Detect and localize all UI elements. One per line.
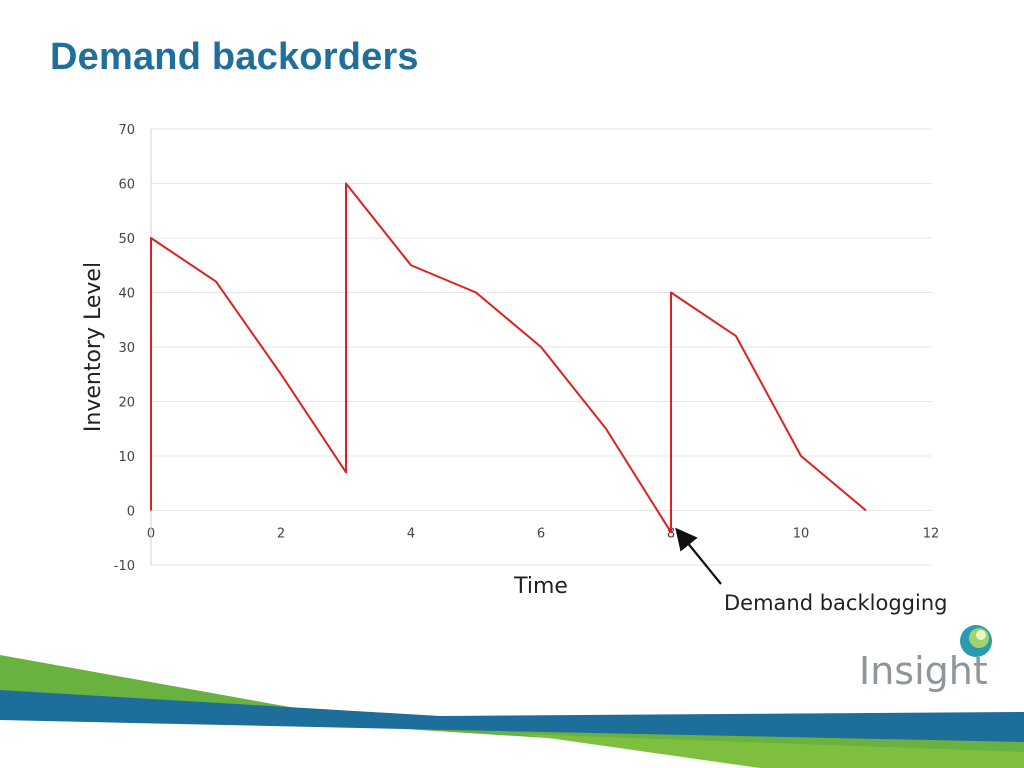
y-tick-label: 70 (118, 123, 135, 138)
y-tick-labels: -10 0 10 20 30 40 50 60 70 (114, 123, 135, 574)
x-tick-label: 10 (793, 527, 810, 542)
y-tick-label: 30 (118, 341, 135, 356)
y-tick-label: -10 (114, 559, 135, 574)
footer-band-blue (0, 690, 1024, 742)
x-tick-label: 6 (537, 527, 545, 542)
x-tick-label: 8 (667, 527, 675, 542)
annotation-label: Demand backlogging (724, 591, 947, 615)
slide-title: Demand backorders (50, 36, 419, 78)
logo-text: Insight (859, 649, 988, 693)
y-tick-label: 10 (118, 450, 135, 465)
y-tick-label: 20 (118, 396, 135, 411)
y-tick-label: 50 (118, 232, 135, 247)
y-axis-label: Inventory Level (81, 262, 106, 432)
x-tick-labels: 0 2 4 6 8 10 12 (147, 527, 939, 542)
insight-logo: Insight (859, 625, 992, 693)
x-tick-label: 12 (923, 527, 940, 542)
annotation-arrow (675, 527, 722, 585)
series-layer (150, 182, 867, 534)
x-axis-label: Time (513, 574, 568, 599)
grid-lines (151, 128, 931, 566)
x-tick-label: 2 (277, 527, 285, 542)
y-tick-label: 0 (127, 505, 135, 520)
footer-band-green (0, 655, 1024, 768)
footer-band-green-bottom (520, 734, 1024, 768)
x-tick-label: 4 (407, 527, 415, 542)
series-line (150, 182, 867, 534)
y-tick-label: 40 (118, 287, 135, 302)
y-tick-label: 60 (118, 178, 135, 193)
